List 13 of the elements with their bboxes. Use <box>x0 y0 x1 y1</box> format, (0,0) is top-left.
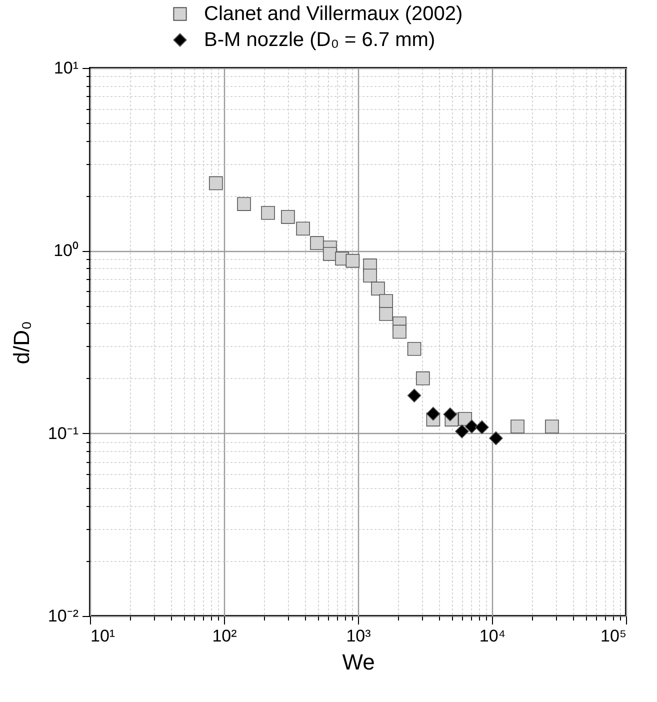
x-tick-label: 10⁵ <box>600 626 626 646</box>
y-tick-label: 10⁰ <box>54 241 78 260</box>
y-tick-label: 10¹ <box>54 58 79 78</box>
y-tick-label: 10⁻² <box>48 606 79 626</box>
x-tick-label: 10³ <box>346 626 372 646</box>
legend-label: B-M nozzle (D₀ = 6.7 mm) <box>204 29 436 51</box>
legend-label: Clanet and Villermaux (2002) <box>204 3 463 25</box>
x-tick-label: 10² <box>212 626 238 646</box>
x-axis-title: We <box>342 650 375 674</box>
y-tick-label: 10⁻¹ <box>48 424 79 443</box>
x-tick-label: 10⁴ <box>479 626 506 646</box>
y-axis-title: d/D₀ <box>8 320 34 364</box>
x-tick-label: 10¹ <box>90 626 116 646</box>
